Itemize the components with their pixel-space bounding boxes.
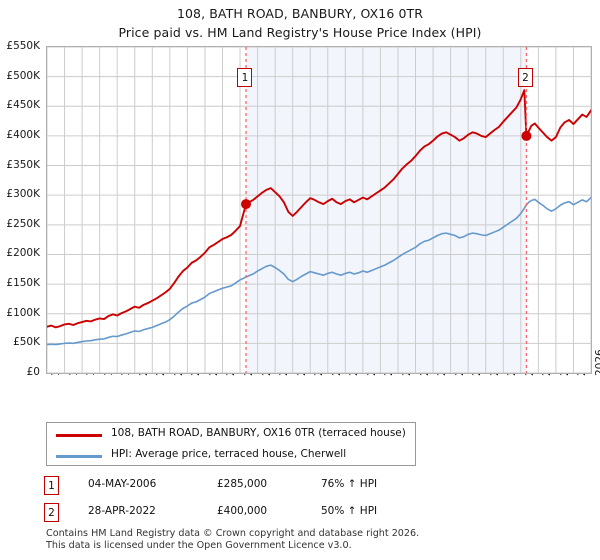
legend-label: HPI: Average price, terraced house, Cher…	[111, 448, 347, 460]
y-axis-tick-label: £450K	[6, 99, 40, 112]
chart-legend: 108, BATH ROAD, BANBURY, OX16 0TR (terra…	[46, 422, 416, 466]
y-axis-tick-label: £100K	[6, 306, 40, 319]
legend-entry: 108, BATH ROAD, BANBURY, OX16 0TR (terra…	[47, 424, 415, 446]
y-axis-tick-label: £150K	[6, 277, 40, 290]
sale-hpi-delta: 50% ↑ HPI	[321, 505, 378, 517]
footer-line-1: Contains HM Land Registry data © Crown c…	[46, 528, 420, 539]
sale-index-badge: 1	[44, 476, 59, 495]
sale-date: 04-MAY-2006	[88, 478, 157, 490]
sale-price: £400,000	[217, 505, 268, 517]
chart-title-block: 108, BATH ROAD, BANBURY, OX16 0TR Price …	[0, 0, 600, 40]
sale-hpi-delta: 76% ↑ HPI	[321, 478, 378, 490]
sale-callout-1[interactable]: 1	[237, 68, 253, 87]
y-axis-tick-label: £200K	[6, 247, 40, 260]
y-axis-tick-label: £0	[26, 366, 40, 378]
table-row[interactable]: 1 04-MAY-2006 £285,000 76% ↑ HPI	[44, 476, 474, 498]
y-axis-tick-label: £50K	[13, 336, 40, 349]
price-chart-plot-area	[46, 46, 592, 374]
page-subtitle: Price paid vs. HM Land Registry's House …	[118, 25, 482, 40]
sale-price: £285,000	[217, 478, 268, 490]
sale-point-marker	[521, 130, 532, 141]
y-axis-tick-label: £350K	[6, 158, 40, 171]
y-axis-tick-label: £300K	[6, 188, 40, 201]
footer-attribution: Contains HM Land Registry data © Crown c…	[46, 528, 566, 552]
sale-callout-2[interactable]: 2	[517, 68, 533, 87]
x-axis-tick-label: 2026	[594, 349, 600, 376]
series-price-paid	[47, 89, 591, 329]
y-axis-tick-label: £500K	[6, 69, 40, 82]
legend-label: 108, BATH ROAD, BANBURY, OX16 0TR (terra…	[111, 427, 406, 439]
footer-line-2: This data is licensed under the Open Gov…	[46, 540, 352, 551]
y-axis-tick-label: £400K	[6, 128, 40, 141]
legend-color-swatch	[56, 455, 102, 458]
legend-entry: HPI: Average price, terraced house, Cher…	[47, 445, 415, 467]
sale-date: 28-APR-2022	[88, 505, 156, 517]
y-axis-labels: £0 £50K £100K £150K £200K £250K £300K £350K £400…	[0, 0, 44, 560]
page-title: 108, BATH ROAD, BANBURY, OX16 0TR	[176, 6, 424, 21]
chart-svg	[47, 47, 591, 373]
y-axis-tick-label: £550K	[6, 40, 40, 52]
series-hpi	[47, 196, 591, 346]
y-axis-tick-label: £250K	[6, 217, 40, 230]
legend-color-swatch	[56, 434, 102, 437]
sale-point-marker	[240, 199, 251, 210]
sale-index-badge: 2	[44, 503, 59, 522]
table-row[interactable]: 2 28-APR-2022 £400,000 50% ↑ HPI	[44, 503, 474, 525]
